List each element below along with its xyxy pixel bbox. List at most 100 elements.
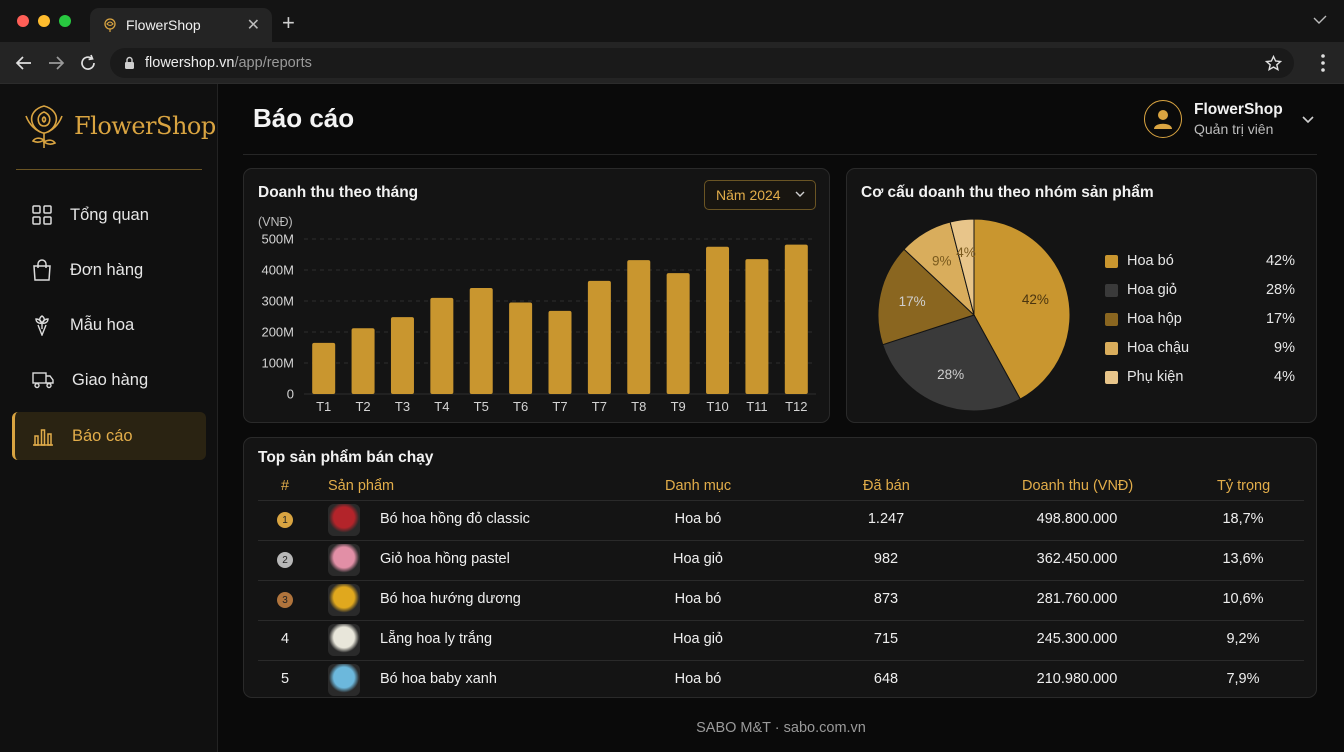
revenue-bar[interactable]	[666, 273, 690, 394]
product-thumbnail	[328, 624, 360, 656]
x-tick-label: T10	[706, 399, 728, 414]
x-tick-label: T11	[746, 399, 767, 414]
legend-item[interactable]: Hoa bó 42%	[1105, 251, 1295, 271]
page-title: Báo cáo	[253, 103, 355, 133]
legend-swatch	[1105, 312, 1118, 326]
revenue-bar[interactable]	[627, 260, 651, 394]
rank-cell: 4	[281, 631, 290, 647]
product-name-cell[interactable]: Bó hoa hồng đỏ classic	[380, 511, 530, 527]
flower-bouquet-icon	[35, 315, 49, 336]
sold-cell: 715	[873, 631, 899, 647]
browser-tab-title: FlowerShop	[126, 17, 201, 33]
legend-percent: 28%	[1265, 282, 1295, 298]
user-menu[interactable]: FlowerShop Quản trị viên	[1144, 100, 1315, 138]
revenue-bar[interactable]	[509, 302, 533, 394]
revenue-bar[interactable]	[390, 317, 414, 394]
tab-search-icon[interactable]	[1312, 14, 1328, 28]
legend-label: Hoa giỏ	[1127, 282, 1177, 298]
pie-slice-label: 17%	[899, 294, 926, 309]
revenue-mix-pie-chart: 42% 28% 17% 9% 4%	[877, 218, 1071, 412]
legend-item[interactable]: Phụ kiện 4%	[1105, 367, 1295, 387]
sold-cell: 648	[873, 671, 899, 687]
y-tick-label: 0	[287, 387, 294, 402]
sidebar: FlowerShop Tổng quan Đơn hàng Mẫu hoa Gi…	[0, 84, 218, 752]
product-name-cell[interactable]: Lẵng hoa ly trắng	[380, 631, 493, 647]
window-minimize-button[interactable]	[38, 15, 50, 27]
window-zoom-button[interactable]	[59, 15, 71, 27]
pie-slice-label: 9%	[932, 253, 952, 268]
legend-item[interactable]: Hoa hộp 17%	[1105, 309, 1295, 329]
browser-tab-strip: FlowerShop ✕ +	[0, 0, 1344, 42]
sidebar-item-giao-hang[interactable]: Giao hàng	[12, 356, 206, 404]
user-icon	[1154, 110, 1172, 129]
truck-icon	[32, 372, 54, 389]
legend-item[interactable]: Hoa chậu 9%	[1105, 338, 1295, 358]
legend-label: Phụ kiện	[1127, 369, 1184, 385]
share-cell: 7,9%	[1226, 671, 1260, 687]
rank-badge: 3	[277, 592, 293, 608]
year-select[interactable]: Năm 2024	[704, 180, 816, 210]
product-name-cell[interactable]: Bó hoa baby xanh	[380, 671, 497, 687]
revenue-bar[interactable]	[312, 342, 336, 394]
share-cell: 10,6%	[1222, 591, 1264, 607]
revenue-bar-chart: (VNĐ) 0 100M 200M 300M 400M 500M T1 T2 T3 T4 T5 T6 T7…	[258, 215, 816, 414]
y-tick-label: 200M	[261, 325, 294, 340]
pie-slice-label: 28%	[937, 367, 964, 382]
revenue-bar[interactable]	[548, 310, 572, 394]
legend-percent: 42%	[1265, 253, 1295, 269]
tab-close-icon[interactable]: ✕	[246, 17, 260, 34]
revenue-bar[interactable]	[430, 297, 454, 394]
legend-item[interactable]: Hoa giỏ 28%	[1105, 280, 1295, 300]
new-tab-icon[interactable]: +	[282, 10, 295, 35]
url-text: flowershop.vn/app/reports	[145, 55, 312, 71]
bookmark-star-icon[interactable]	[1265, 55, 1282, 72]
revenue-cell: 281.760.000	[1036, 591, 1118, 607]
pie-slice[interactable]	[877, 248, 975, 346]
share-cell: 9,2%	[1226, 631, 1260, 647]
user-info: FlowerShop Quản trị viên	[1194, 101, 1283, 137]
window-close-button[interactable]	[17, 15, 29, 27]
legend-percent: 17%	[1265, 311, 1295, 327]
browser-tab[interactable]: FlowerShop ✕	[90, 8, 272, 42]
revenue-bar[interactable]	[469, 287, 493, 394]
product-name-cell[interactable]: Bó hoa hướng dương	[380, 591, 521, 607]
x-tick-label: T4	[434, 399, 449, 414]
browser-menu-icon[interactable]	[1320, 53, 1326, 73]
address-bar[interactable]: flowershop.vn/app/reports	[110, 48, 1294, 78]
sidebar-item-label: Giao hàng	[72, 370, 149, 389]
user-role: Quản trị viên	[1194, 121, 1274, 137]
pie-slice-label: 4%	[956, 245, 976, 260]
sidebar-item-don-hang[interactable]: Đơn hàng	[12, 246, 206, 294]
grid-icon	[32, 205, 52, 225]
brand-name: FlowerShop	[74, 112, 216, 140]
back-arrow-icon[interactable]	[14, 53, 34, 73]
product-name-cell[interactable]: Giỏ hoa hồng pastel	[380, 551, 510, 567]
brand-logo[interactable]: FlowerShop	[22, 102, 216, 150]
sidebar-item-bao-cao[interactable]: Báo cáo	[12, 412, 206, 460]
sold-cell: 982	[873, 551, 899, 567]
legend-percent: 9%	[1274, 340, 1295, 356]
revenue-bar[interactable]	[706, 246, 730, 394]
legend-swatch	[1105, 254, 1118, 268]
chevron-down-icon	[795, 191, 805, 197]
pie-slice[interactable]	[882, 314, 1021, 412]
sidebar-item-mau-hoa[interactable]: Mẫu hoa	[12, 301, 206, 349]
legend-label: Hoa chậu	[1127, 340, 1190, 356]
revenue-chart-title: Doanh thu theo tháng	[258, 184, 419, 201]
revenue-bar[interactable]	[587, 280, 611, 394]
revenue-bar[interactable]	[745, 259, 769, 394]
pie-slice[interactable]	[949, 218, 975, 316]
pie-slice[interactable]	[973, 218, 1071, 400]
sidebar-item-tong-quan[interactable]: Tổng quan	[12, 191, 206, 239]
legend-label: Hoa bó	[1127, 253, 1174, 269]
reload-icon[interactable]	[78, 53, 98, 73]
x-tick-label: T12	[785, 399, 807, 414]
chevron-down-icon[interactable]	[1301, 115, 1315, 124]
sidebar-item-label: Báo cáo	[72, 426, 133, 445]
revenue-bar[interactable]	[351, 328, 375, 394]
row-divider	[258, 540, 1304, 541]
revenue-bar[interactable]	[784, 244, 808, 394]
bar-chart-icon	[33, 429, 53, 446]
forward-arrow-icon[interactable]	[46, 53, 66, 73]
category-cell: Hoa giỏ	[673, 551, 723, 567]
